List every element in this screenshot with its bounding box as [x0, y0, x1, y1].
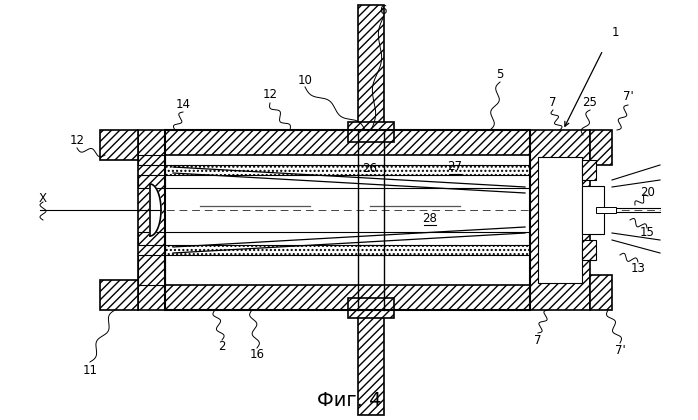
Bar — [165, 245, 530, 255]
Text: 7': 7' — [615, 344, 625, 357]
Text: 26: 26 — [362, 162, 378, 174]
Bar — [538, 157, 582, 283]
Bar — [138, 255, 165, 285]
Text: 7': 7' — [623, 90, 633, 103]
Bar — [165, 155, 530, 285]
Bar — [138, 155, 165, 165]
Text: 15: 15 — [639, 226, 655, 239]
Text: 5: 5 — [496, 68, 504, 81]
Bar — [358, 310, 384, 415]
Bar — [582, 160, 596, 180]
Text: 6: 6 — [379, 3, 387, 16]
Text: 14: 14 — [175, 99, 191, 111]
Bar — [590, 130, 612, 165]
Bar — [165, 285, 530, 310]
Bar — [138, 175, 165, 188]
Bar — [100, 130, 138, 160]
Bar — [348, 298, 394, 318]
Text: 12: 12 — [70, 134, 84, 147]
Text: 1: 1 — [611, 26, 618, 39]
Text: 10: 10 — [297, 74, 313, 87]
Text: 13: 13 — [630, 262, 646, 275]
Polygon shape — [150, 184, 161, 236]
Bar — [165, 130, 530, 155]
Bar — [138, 232, 165, 245]
Text: 7: 7 — [549, 95, 557, 108]
Text: 11: 11 — [82, 363, 98, 376]
Bar — [358, 5, 384, 130]
Text: 27: 27 — [447, 160, 463, 173]
Text: 7: 7 — [534, 333, 542, 346]
Bar — [582, 240, 596, 260]
Bar — [582, 186, 604, 234]
Bar — [530, 130, 590, 310]
Bar — [138, 130, 165, 310]
Bar — [348, 122, 394, 142]
Text: 12: 12 — [262, 89, 278, 102]
Bar — [165, 165, 530, 175]
Text: 20: 20 — [641, 186, 655, 199]
Text: X: X — [39, 192, 47, 205]
Bar — [165, 130, 530, 310]
Text: 2: 2 — [218, 341, 225, 354]
Text: 28: 28 — [422, 212, 438, 225]
Bar — [100, 280, 138, 310]
Bar — [596, 207, 616, 213]
Text: 16: 16 — [249, 349, 265, 362]
Bar — [590, 275, 612, 310]
Text: Фиг. 4: Фиг. 4 — [317, 391, 381, 410]
Text: 25: 25 — [583, 97, 597, 110]
